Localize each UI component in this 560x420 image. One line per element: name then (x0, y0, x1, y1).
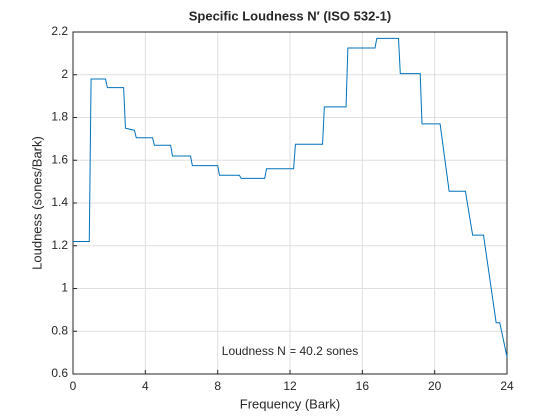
x-tick-label: 12 (283, 379, 297, 393)
y-tick-label: 2 (61, 67, 68, 81)
y-tick-label: 1 (61, 281, 68, 295)
chart-title: Specific Loudness N′ (ISO 532-1) (189, 8, 392, 23)
y-tick-label: 2.2 (51, 24, 68, 38)
x-tick-label: 20 (428, 379, 442, 393)
x-tick-label: 8 (214, 379, 221, 393)
y-tick-label: 0.8 (51, 323, 68, 337)
y-tick-label: 1.8 (51, 110, 68, 124)
x-tick-label: 16 (356, 379, 370, 393)
data-line (73, 37, 508, 358)
x-tick-label: 4 (142, 379, 149, 393)
axes-box (72, 31, 508, 375)
x-axis-label: Frequency (Bark) (240, 396, 340, 411)
y-tick-label: 1.6 (51, 152, 68, 166)
y-tick-label: 1.2 (51, 238, 68, 252)
x-tick-label: 0 (70, 379, 77, 393)
y-tick-label: 1.4 (51, 195, 68, 209)
y-axis-label: Loudness (sones/Bark) (29, 136, 44, 270)
y-tick-label: 0.6 (51, 366, 68, 380)
x-tick-label: 24 (500, 379, 514, 393)
